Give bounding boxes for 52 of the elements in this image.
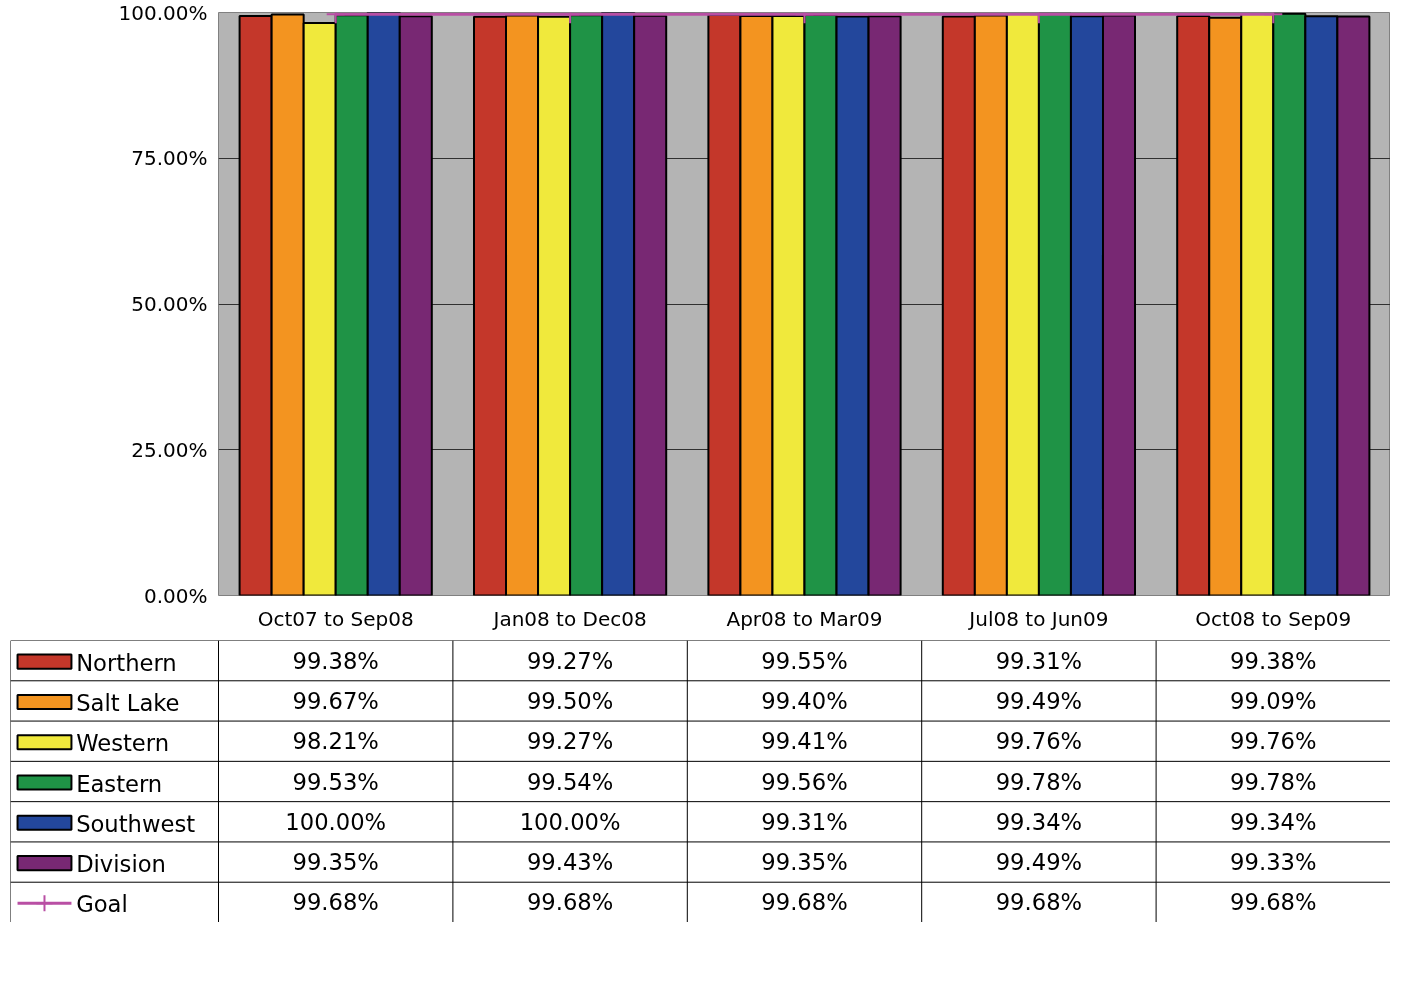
legend-label: Goal	[76, 891, 128, 918]
data-label: 99.67%	[292, 687, 379, 714]
x-tick-label: Jan08 to Dec08	[491, 606, 647, 631]
y-tick-label: 75.00%	[131, 146, 208, 171]
data-label: 99.56%	[761, 768, 848, 795]
legend-label: Southwest	[76, 810, 196, 837]
y-tick-label: 50.00%	[131, 292, 208, 316]
legend-label: Division	[76, 851, 166, 878]
data-label: 99.54%	[526, 768, 614, 795]
legend-label: Salt Lake	[76, 689, 180, 716]
data-label: 100.00%	[285, 808, 387, 835]
data-label: 98.21%	[292, 728, 379, 755]
data-label: 99.38%	[1230, 647, 1317, 674]
data-label: 99.55%	[761, 647, 848, 674]
y-tick-label: 100.00%	[118, 0, 208, 25]
legend-label: Northern	[76, 649, 177, 676]
data-label: 99.09%	[1230, 687, 1317, 714]
data-label: 99.78%	[995, 768, 1083, 795]
data-label: 99.34%	[1230, 808, 1317, 835]
data-label: 99.41%	[761, 728, 848, 755]
x-tick-label: Jul08 to Jun09	[967, 606, 1109, 631]
data-label: 100.00%	[519, 808, 621, 835]
data-label: 99.27%	[526, 647, 614, 674]
data-label: 99.68%	[761, 889, 848, 916]
data-label: 99.34%	[995, 808, 1083, 835]
data-label: 99.27%	[526, 728, 614, 755]
data-label: 99.68%	[1230, 889, 1317, 916]
legend-label: Western	[76, 730, 170, 757]
x-tick-label: Oct08 to Sep09	[1195, 606, 1352, 631]
data-label: 99.68%	[526, 889, 614, 916]
data-label: 99.40%	[761, 687, 848, 714]
data-label: 99.38%	[292, 647, 379, 674]
data-label: 99.35%	[761, 849, 848, 876]
data-label: 99.35%	[292, 849, 379, 876]
x-tick-label: Oct07 to Sep08	[257, 606, 414, 631]
legend-label: Eastern	[76, 770, 163, 797]
data-label: 99.68%	[292, 889, 379, 916]
data-label: 99.31%	[761, 808, 848, 835]
data-label: 99.43%	[526, 849, 614, 876]
data-label: 99.76%	[1230, 728, 1317, 755]
data-label: 99.76%	[995, 728, 1083, 755]
data-label: 99.53%	[292, 768, 379, 795]
data-label: 99.33%	[1230, 849, 1317, 876]
data-label: 99.50%	[526, 687, 614, 714]
y-tick-label: 25.00%	[131, 437, 208, 462]
data-label: 99.68%	[995, 889, 1083, 916]
x-tick-label: Apr08 to Mar09	[726, 606, 883, 631]
data-label: 99.49%	[995, 849, 1083, 876]
y-tick-label: 0.00%	[143, 583, 208, 608]
data-label: 99.31%	[995, 647, 1083, 674]
data-label: 99.49%	[995, 687, 1083, 714]
data-label: 99.78%	[1230, 768, 1317, 795]
